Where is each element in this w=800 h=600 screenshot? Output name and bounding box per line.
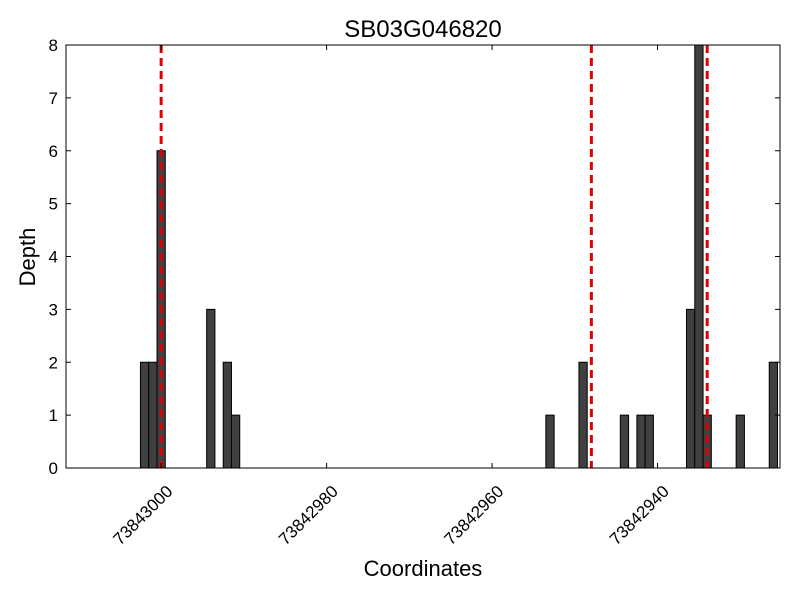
x-axis-ticks: 73843000 73842980 73842960 73842940 bbox=[110, 45, 673, 549]
bar-11 bbox=[686, 308, 696, 469]
y-tick-label-8: 8 bbox=[49, 36, 58, 55]
y-tick-label-3: 3 bbox=[49, 300, 58, 319]
bar-7 bbox=[578, 361, 588, 469]
x-tick-label-1: 73842980 bbox=[275, 482, 342, 549]
bar-3 bbox=[206, 308, 216, 469]
y-tick-label-5: 5 bbox=[49, 195, 58, 214]
y-tick-label-0: 0 bbox=[49, 459, 58, 478]
x-axis-label: Coordinates bbox=[364, 556, 483, 581]
bars-group bbox=[139, 44, 779, 469]
bar-10 bbox=[644, 414, 654, 469]
bar-14 bbox=[735, 414, 745, 469]
bar-4 bbox=[222, 361, 232, 469]
y-tick-label-4: 4 bbox=[49, 248, 58, 267]
bar-1 bbox=[148, 361, 158, 469]
x-tick-label-2: 73842960 bbox=[440, 482, 507, 549]
bar-9 bbox=[636, 414, 646, 469]
bar-12 bbox=[694, 44, 704, 469]
chart-title: SB03G046820 bbox=[344, 16, 501, 43]
plot-area: 0 1 2 3 4 5 6 7 8 73843000 73842980 73842960 738429… bbox=[49, 36, 781, 549]
bar-5 bbox=[230, 414, 241, 469]
y-tick-label-2: 2 bbox=[49, 353, 58, 372]
y-tick-label-1: 1 bbox=[49, 406, 58, 425]
x-tick-label-3: 73842940 bbox=[606, 482, 673, 549]
bar-8 bbox=[619, 414, 630, 469]
bar-0 bbox=[139, 361, 150, 469]
plot-frame bbox=[65, 44, 781, 469]
y-tick-label-6: 6 bbox=[49, 142, 58, 161]
y-axis-label: Depth bbox=[15, 228, 40, 287]
y-axis-ticks: 0 1 2 3 4 5 6 7 8 bbox=[49, 36, 780, 478]
x-tick-label-0: 73843000 bbox=[110, 482, 177, 549]
y-tick-label-7: 7 bbox=[49, 89, 58, 108]
reference-lines-group bbox=[159, 45, 709, 468]
bar-6 bbox=[545, 414, 555, 469]
